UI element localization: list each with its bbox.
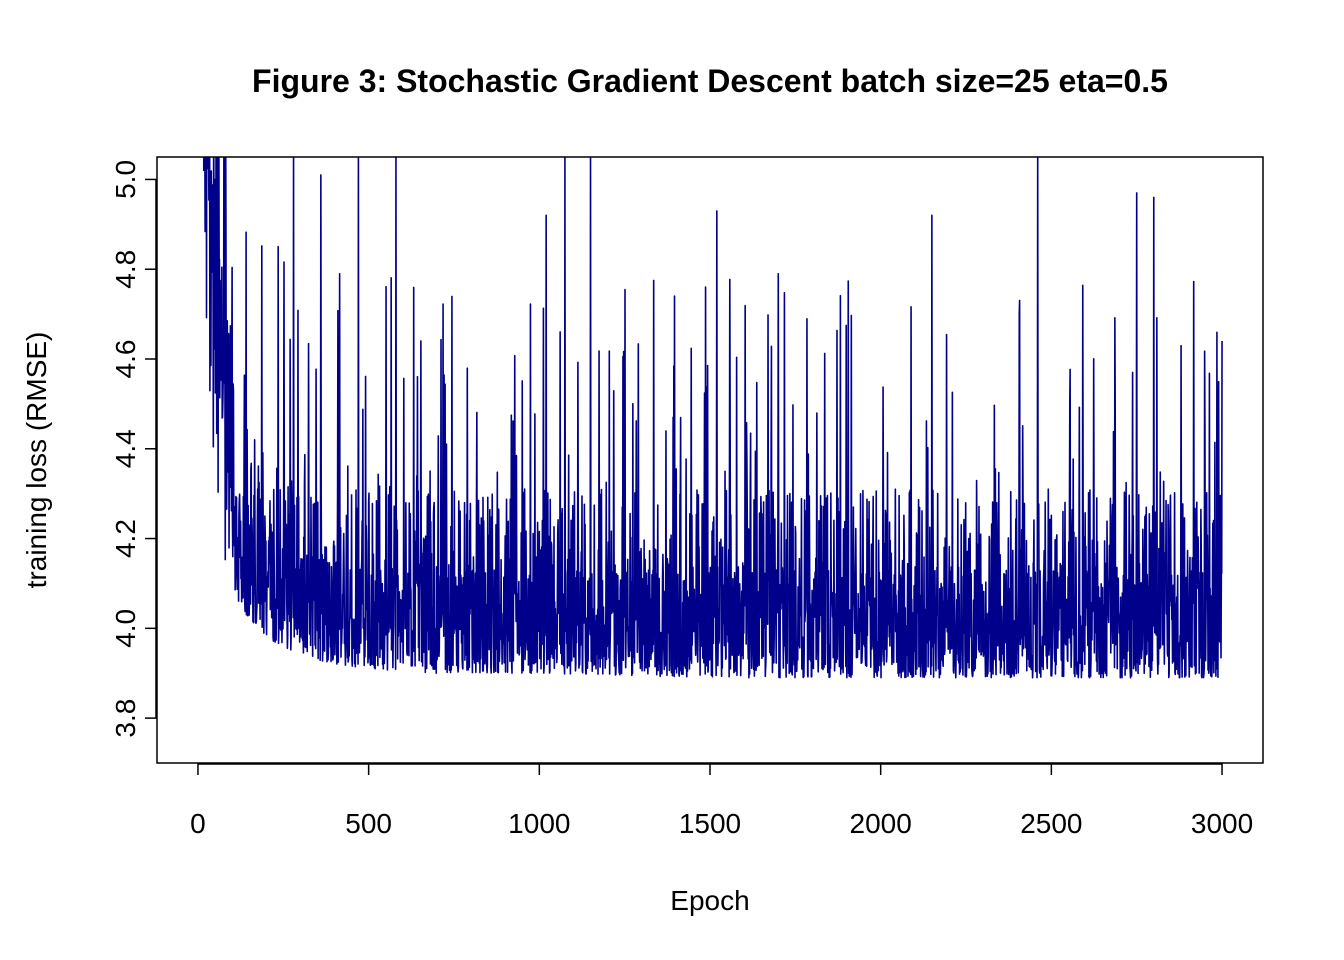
- y-tick-label: 4.8: [110, 250, 141, 289]
- axes: 0 500 1000 1500 2000 2500 3000 3.8 4.0 4.2 4.4 4.6 4…: [110, 156, 1264, 839]
- x-tick-label: 2000: [850, 808, 912, 839]
- series-line-0: [202, 157, 1223, 679]
- x-tick-label: 2500: [1020, 808, 1082, 839]
- y-tick-label: 4.2: [110, 519, 141, 558]
- x-tick-label: 1500: [679, 808, 741, 839]
- y-tick-label: 5.0: [110, 160, 141, 199]
- y-tick-label: 4.6: [110, 340, 141, 379]
- y-axis-label: training loss (RMSE): [21, 332, 52, 589]
- chart-title: Figure 3: Stochastic Gradient Descent ba…: [252, 63, 1168, 99]
- x-tick-label: 500: [345, 808, 392, 839]
- x-tick-label: 3000: [1191, 808, 1253, 839]
- plot-area: [202, 157, 1223, 679]
- x-axis-label: Epoch: [670, 885, 749, 916]
- y-tick-label: 4.0: [110, 609, 141, 648]
- x-tick-label: 1000: [508, 808, 570, 839]
- x-tick-label: 0: [190, 808, 206, 839]
- y-tick-label: 4.4: [110, 429, 141, 468]
- y-tick-label: 3.8: [110, 699, 141, 738]
